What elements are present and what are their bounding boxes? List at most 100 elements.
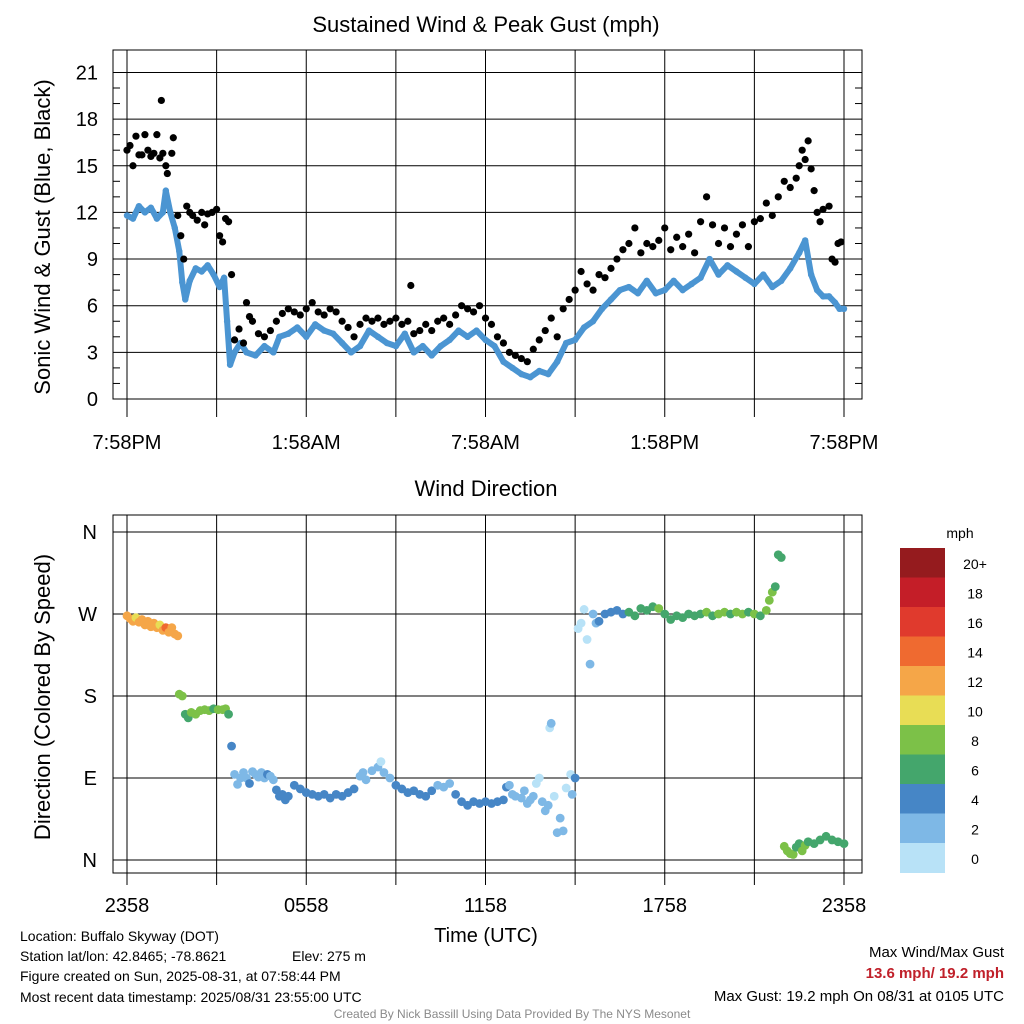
sustained-wind-point bbox=[562, 339, 570, 347]
wind-direction-point bbox=[445, 779, 455, 788]
wind-direction-chart-ylabel: Direction (Colored By Speed) bbox=[30, 554, 55, 840]
max-stats-title: Max Wind/Max Gust bbox=[868, 944, 1004, 961]
sustained-wind-point bbox=[589, 318, 597, 325]
peak-gust-point bbox=[667, 246, 675, 254]
sustained-wind-point bbox=[437, 342, 444, 350]
sustained-wind-point bbox=[198, 268, 205, 275]
wind-direction-point bbox=[549, 791, 559, 801]
wind-speed-y-tick-label: 21 bbox=[76, 62, 98, 84]
legend-label: 8 bbox=[971, 733, 979, 749]
peak-gust-point bbox=[631, 224, 639, 232]
wind-direction-point bbox=[427, 786, 437, 796]
peak-gust-point bbox=[308, 298, 316, 307]
peak-gust-point bbox=[702, 193, 711, 201]
peak-gust-point bbox=[732, 230, 741, 238]
wind-direction-point bbox=[534, 773, 544, 783]
sustained-wind-point bbox=[751, 280, 758, 288]
peak-gust-point bbox=[762, 199, 770, 207]
wind-speed-y-tick-label: 6 bbox=[87, 296, 98, 318]
wind-direction-point bbox=[776, 553, 786, 562]
max-gust-time: Max Gust: 19.2 mph On 08/31 at 0105 UTC bbox=[713, 988, 1004, 1005]
peak-gust-point bbox=[756, 215, 764, 223]
peak-gust-point bbox=[230, 336, 239, 344]
wind-direction-point bbox=[516, 793, 526, 803]
peak-gust-point bbox=[673, 233, 681, 241]
peak-gust-point bbox=[535, 336, 543, 344]
peak-gust-point bbox=[213, 205, 221, 213]
peak-gust-point bbox=[798, 146, 806, 154]
peak-gust-point bbox=[410, 330, 418, 338]
wind-direction-point bbox=[839, 839, 849, 848]
sustained-wind-point bbox=[338, 339, 346, 347]
legend-swatch bbox=[900, 577, 945, 608]
wind-direction-point bbox=[570, 773, 580, 783]
wind-direction-point bbox=[567, 790, 577, 799]
wind-speed-chart-title: Sustained Wind & Peak Gust (mph) bbox=[312, 12, 659, 37]
wind-speed-chart-grid bbox=[113, 50, 862, 400]
wind-direction-x-tick-label: 1158 bbox=[464, 895, 507, 917]
sustained-wind-point bbox=[356, 342, 364, 350]
sustained-wind-point bbox=[419, 342, 426, 350]
wind-direction-chart: Wind Direction Direction (Colored By Spe… bbox=[30, 476, 866, 947]
peak-gust-point bbox=[189, 211, 197, 220]
sustained-wind-point bbox=[192, 265, 199, 272]
most-recent-timestamp: Most recent data timestamp: 2025/08/31 2… bbox=[20, 989, 362, 1005]
wind-direction-chart-xlabel: Time (UTC) bbox=[434, 925, 538, 947]
wind-direction-y-tick-label: E bbox=[84, 768, 97, 790]
wind-direction-point bbox=[546, 718, 556, 728]
peak-gust-point bbox=[804, 137, 812, 145]
wind-speed-y-tick-label: 12 bbox=[76, 202, 98, 224]
peak-gust-point bbox=[577, 267, 585, 276]
sustained-wind-point bbox=[795, 249, 803, 257]
sustained-wind-point bbox=[518, 370, 525, 378]
sustained-wind-point bbox=[285, 330, 292, 337]
sustained-wind-point bbox=[220, 274, 228, 281]
peak-gust-point bbox=[320, 311, 328, 319]
wind-direction-point bbox=[764, 595, 774, 605]
legend-label: 12 bbox=[967, 674, 983, 690]
sustained-wind-point bbox=[825, 293, 833, 300]
peak-gust-point bbox=[517, 354, 525, 363]
peak-gust-point bbox=[428, 326, 436, 335]
legend-label: 0 bbox=[971, 851, 979, 867]
peak-gust-point bbox=[344, 323, 352, 332]
peak-gust-point bbox=[691, 249, 699, 257]
wind-direction-point bbox=[528, 791, 538, 801]
wind-direction-point bbox=[173, 631, 183, 641]
peak-gust-point bbox=[469, 308, 478, 316]
peak-gust-point bbox=[816, 218, 824, 226]
sustained-wind-point bbox=[147, 204, 155, 211]
peak-gust-point bbox=[553, 333, 561, 341]
sustained-wind-point bbox=[536, 367, 543, 375]
peak-gust-point bbox=[416, 326, 424, 335]
sustained-wind-point bbox=[374, 333, 382, 340]
sustained-wind-point bbox=[819, 293, 827, 300]
peak-gust-point bbox=[547, 314, 555, 322]
peak-gust-point bbox=[714, 239, 723, 248]
wind-direction-y-tick-label: S bbox=[84, 686, 97, 708]
legend-swatch bbox=[900, 695, 945, 726]
sustained-wind-point bbox=[527, 374, 534, 381]
wind-direction-point bbox=[558, 826, 568, 836]
sustained-wind-point bbox=[261, 342, 268, 350]
wind-direction-chart-frame bbox=[112, 514, 863, 874]
peak-gust-point bbox=[362, 314, 370, 322]
peak-gust-point bbox=[278, 309, 286, 318]
peak-gust-point bbox=[386, 317, 394, 325]
legend-swatch bbox=[900, 607, 945, 637]
peak-gust-point bbox=[825, 202, 833, 210]
sustained-wind-point bbox=[392, 342, 400, 350]
sustained-wind-point bbox=[226, 361, 234, 368]
peak-gust-point bbox=[201, 221, 209, 229]
sustained-wind-point bbox=[607, 296, 615, 303]
sustained-wind-point bbox=[347, 349, 355, 356]
station-latlon: Station lat/lon: 42.8465; -78.8621 bbox=[20, 948, 227, 964]
peak-gust-point bbox=[290, 308, 298, 316]
sustained-wind-point bbox=[320, 327, 328, 334]
sustained-wind-point bbox=[365, 327, 373, 334]
wind-speed-y-tick-label: 9 bbox=[87, 249, 98, 271]
peak-gust-point bbox=[446, 320, 454, 328]
sustained-wind-point bbox=[162, 187, 170, 194]
sustained-wind-point bbox=[482, 336, 489, 344]
peak-gust-point bbox=[583, 280, 591, 288]
